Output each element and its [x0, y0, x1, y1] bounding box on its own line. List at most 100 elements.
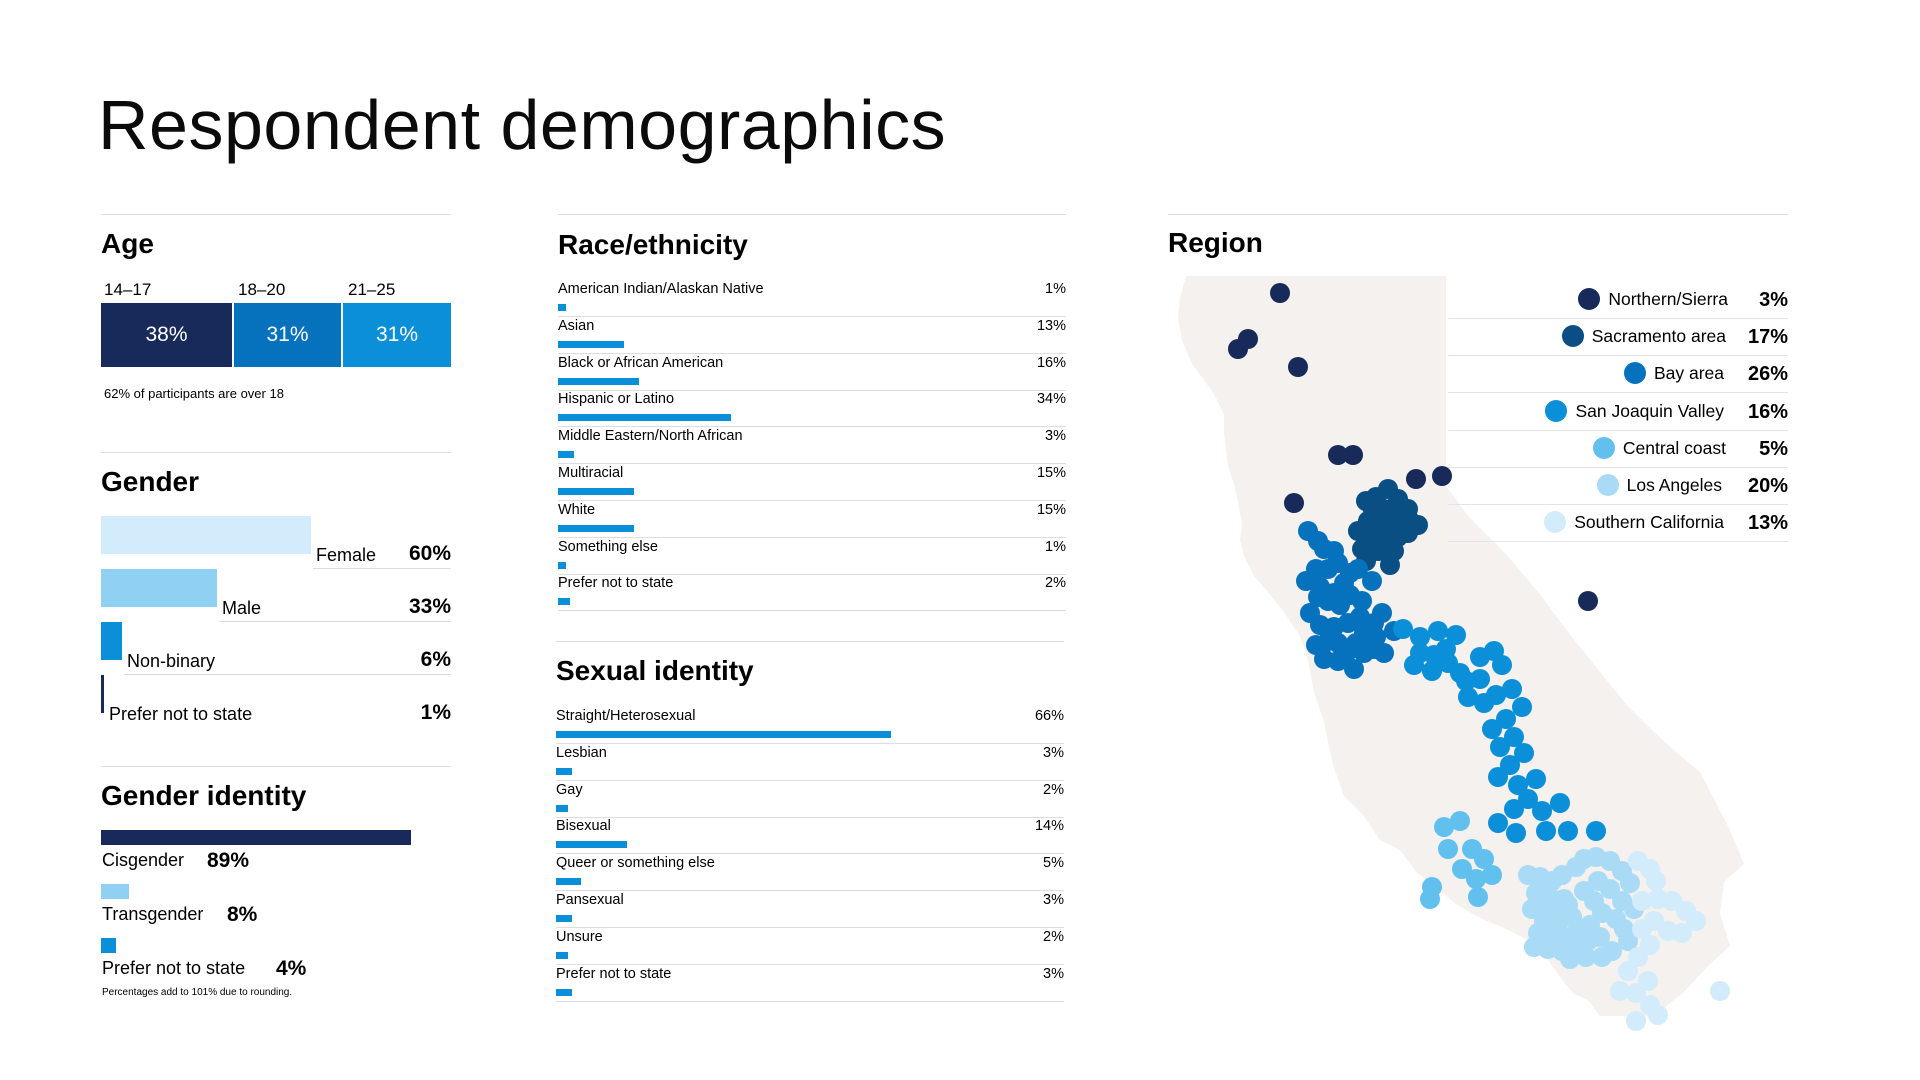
region-legend-item: Los Angeles 20%	[1448, 468, 1788, 505]
gender-identity-note: Percentages add to 101% due to rounding.	[102, 987, 293, 998]
map-dot-sacramento-area	[1408, 515, 1428, 535]
race-label: Asian	[558, 317, 595, 334]
map-dot-central-coast	[1420, 889, 1440, 909]
sexual-chart: Straight/Heterosexual 66% Lesbian 3% Gay 2% Bi…	[556, 707, 1064, 1017]
region-legend-item: San Joaquin Valley 16%	[1448, 394, 1788, 431]
gender-row: Male 33%	[101, 569, 451, 622]
sexual-bar	[556, 988, 572, 996]
map-dot-northern-sierra	[1228, 339, 1248, 359]
sexual-label: Lesbian	[556, 744, 607, 761]
age-segment: 31%	[343, 303, 451, 367]
region-legend-value: 20%	[1747, 475, 1788, 497]
map-dot-san-joaquin-valley	[1486, 685, 1506, 705]
race-row: Middle Eastern/North African 3%	[558, 427, 1066, 465]
map-dot-southern-california	[1628, 947, 1648, 967]
race-row-divider	[558, 500, 1066, 501]
region-divider	[1168, 214, 1788, 215]
map-dot-san-joaquin-valley	[1532, 801, 1552, 821]
race-label: Prefer not to state	[558, 575, 674, 592]
map-dot-bay-area	[1328, 651, 1348, 671]
region-legend-label: San Joaquin Valley	[1575, 400, 1724, 421]
race-row: Hispanic or Latino 34%	[558, 390, 1066, 428]
sexual-bar	[556, 951, 568, 959]
region-legend-value: 5%	[1759, 437, 1788, 460]
region-legend-value: 16%	[1747, 400, 1788, 423]
region-legend-dot	[1597, 474, 1619, 496]
map-dot-northern-sierra	[1578, 591, 1598, 611]
sexual-value: 2%	[1043, 781, 1064, 798]
sexual-row: Pansexual 3%	[556, 891, 1064, 928]
race-row-divider	[558, 536, 1066, 538]
gender-row-divider	[313, 568, 451, 569]
sexual-bar	[556, 804, 568, 812]
map-dot-san-joaquin-valley	[1586, 821, 1606, 841]
map-dot-san-joaquin-valley	[1488, 813, 1508, 833]
race-bar	[558, 524, 634, 532]
region-title: Region	[1168, 227, 1263, 258]
map-dot-southern-california	[1626, 983, 1646, 1003]
map-dot-los-angeles	[1620, 873, 1640, 893]
age-category-label: 18–20	[238, 280, 286, 299]
map-dot-southern-california	[1648, 1005, 1668, 1025]
race-row: Asian 13%	[558, 317, 1066, 354]
map-dot-northern-sierra	[1284, 493, 1304, 513]
age-divider	[101, 214, 451, 215]
map-dot-central-coast	[1482, 865, 1502, 885]
sexual-row-divider	[556, 927, 1064, 928]
map-dot-sacramento-area	[1362, 497, 1382, 517]
race-label: Black or African American	[558, 354, 724, 371]
map-dot-central-coast	[1466, 869, 1486, 889]
sexual-bar	[556, 915, 572, 922]
age-panel: Age 14–17 18–20 21–25 38% 31% 31% 62% of p…	[101, 214, 451, 414]
gender-identity-chart: Cisgender 89% Transgender 8% Prefer not to s…	[101, 830, 451, 1000]
sexual-value: 3%	[1043, 892, 1064, 908]
map-dot-san-joaquin-valley	[1506, 823, 1526, 843]
gender-identity-divider	[101, 766, 451, 767]
map-dot-los-angeles	[1618, 931, 1638, 951]
gender-divider	[101, 452, 451, 453]
region-legend-dot	[1545, 399, 1567, 422]
map-dot-southern-california	[1632, 919, 1652, 939]
age-segment: 38%	[101, 303, 232, 367]
map-dot-san-joaquin-valley	[1514, 743, 1534, 763]
age-category-label: 14–17	[104, 280, 152, 299]
region-legend-dot	[1578, 288, 1600, 310]
age-category-label: 21–25	[348, 280, 396, 299]
race-value: 1%	[1045, 281, 1066, 297]
map-dot-san-joaquin-valley	[1490, 737, 1510, 757]
map-dot-san-joaquin-valley	[1536, 821, 1556, 841]
race-panel: Race/ethnicity American Indian/Alaskan N…	[558, 214, 1066, 614]
map-dot-san-joaquin-valley	[1410, 627, 1430, 647]
region-legend-value: 26%	[1747, 363, 1788, 386]
sexual-label: Straight/Heterosexual	[556, 708, 696, 724]
gender-identity-bar	[101, 830, 411, 845]
sexual-row-divider	[556, 853, 1064, 855]
gender-identity-value: 4%	[276, 957, 307, 980]
map-dot-san-joaquin-valley	[1504, 799, 1524, 819]
race-label: Something else	[558, 538, 658, 555]
sexual-title: Sexual identity	[556, 655, 754, 686]
race-row-divider	[558, 573, 1066, 575]
map-dot-los-angeles	[1524, 937, 1544, 957]
map-dot-northern-sierra	[1288, 357, 1308, 377]
region-legend-label: Bay area	[1653, 363, 1724, 384]
map-dot-san-joaquin-valley	[1496, 709, 1516, 729]
map-dot-san-joaquin-valley	[1488, 767, 1508, 787]
gender-identity-value: 8%	[227, 903, 258, 926]
race-value: 16%	[1036, 354, 1066, 371]
map-dot-southern-california	[1710, 981, 1730, 1001]
race-row-divider	[558, 610, 1066, 612]
map-dot-san-joaquin-valley	[1482, 719, 1502, 739]
map-dot-san-joaquin-valley	[1393, 619, 1413, 639]
race-title: Race/ethnicity	[558, 229, 748, 260]
sexual-row-divider	[556, 779, 1064, 781]
sexual-row: Bisexual 14%	[556, 817, 1064, 855]
map-dot-los-angeles	[1574, 881, 1594, 901]
sexual-label: Bisexual	[556, 818, 611, 835]
map-dot-northern-sierra	[1343, 445, 1363, 465]
gender-bar	[101, 569, 217, 607]
map-dot-san-joaquin-valley	[1550, 793, 1570, 813]
race-divider	[558, 214, 1066, 215]
race-row: Prefer not to state 2%	[558, 574, 1066, 612]
race-row: White 15%	[558, 501, 1066, 538]
